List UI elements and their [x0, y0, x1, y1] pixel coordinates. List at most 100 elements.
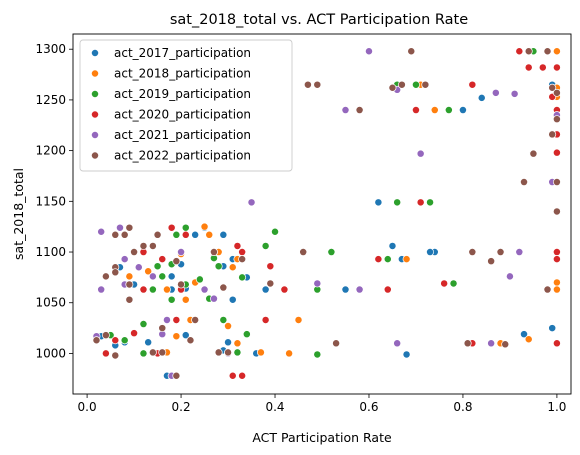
data-point [167, 272, 176, 281]
legend-marker [91, 110, 99, 119]
data-point [172, 332, 181, 341]
data-point [487, 339, 496, 348]
data-point [158, 272, 167, 281]
data-point [181, 331, 190, 340]
x-axis-label: ACT Participation Rate [252, 430, 392, 445]
data-point [125, 223, 134, 232]
data-point [153, 262, 162, 271]
data-point [327, 248, 336, 256]
data-point [426, 198, 435, 207]
legend-label: act_2018_participation [114, 67, 251, 81]
data-point [548, 324, 557, 333]
data-point [520, 178, 528, 187]
data-point [552, 63, 561, 72]
data-point [402, 255, 411, 264]
data-point [200, 285, 209, 294]
data-point [191, 230, 200, 239]
data-point [412, 106, 420, 115]
data-point [238, 255, 247, 264]
data-point [111, 351, 120, 360]
data-point [524, 47, 533, 56]
legend-marker [91, 69, 99, 78]
data-point [332, 339, 341, 348]
x-tick-label: 0.8 [453, 400, 472, 414]
data-point [195, 275, 204, 284]
data-point [120, 255, 129, 264]
data-point [496, 248, 505, 256]
series-act_2017_participation [97, 47, 561, 380]
data-point [552, 339, 561, 348]
data-point [139, 349, 148, 358]
legend-marker [91, 90, 99, 98]
data-point [402, 350, 411, 359]
data-point [191, 316, 200, 324]
data-point [144, 267, 153, 276]
x-tick-label: 0.4 [265, 400, 284, 414]
data-point [134, 263, 143, 272]
x-tick-label: 0.0 [78, 400, 97, 414]
data-point [552, 248, 561, 256]
y-tick-label: 1200 [35, 144, 66, 158]
data-point [120, 230, 129, 239]
chart-title: sat_2018_total vs. ACT Participation Rat… [170, 12, 468, 28]
data-point [552, 207, 561, 216]
data-point [552, 285, 561, 294]
data-point [214, 262, 223, 271]
data-point [543, 47, 552, 56]
y-tick-label: 1000 [35, 346, 66, 360]
data-point [524, 63, 533, 72]
data-point [543, 285, 552, 294]
data-point [458, 106, 467, 115]
data-point [158, 255, 167, 264]
data-point [101, 272, 110, 281]
data-point [163, 285, 171, 294]
data-point [224, 322, 232, 331]
data-point [477, 93, 486, 102]
data-point [412, 80, 420, 89]
series-act_2021_participation [92, 47, 561, 380]
data-point [116, 223, 124, 232]
data-point [111, 336, 120, 345]
x-tick-label: 0.6 [359, 400, 378, 414]
data-point [139, 241, 148, 250]
data-point [487, 257, 496, 266]
data-point [167, 295, 176, 304]
y-tick-label: 1050 [35, 296, 66, 310]
data-point [125, 295, 134, 304]
data-point [101, 349, 110, 358]
data-point [520, 330, 528, 339]
data-point [383, 255, 392, 264]
data-point [552, 178, 561, 187]
data-point [515, 47, 524, 56]
data-point [209, 294, 218, 303]
x-axis-ticks: 0.0 0.2 0.4 0.6 0.8 1.0 [78, 394, 566, 414]
data-point [365, 47, 373, 56]
data-point [130, 329, 139, 338]
data-point [294, 316, 303, 324]
y-tick-label: 1250 [35, 93, 66, 107]
data-point [280, 285, 289, 294]
data-point [242, 330, 251, 339]
data-point [120, 336, 129, 345]
legend-marker [91, 131, 99, 139]
data-point [313, 80, 322, 89]
data-point [416, 198, 425, 207]
data-point [552, 115, 561, 124]
data-point [172, 230, 181, 239]
data-point [388, 83, 397, 92]
data-point [463, 339, 472, 348]
data-point [341, 285, 350, 294]
data-point [200, 222, 209, 231]
legend-marker [91, 151, 99, 160]
data-point [130, 248, 139, 256]
plot-frame [72, 33, 572, 395]
legend-marker [91, 49, 99, 57]
data-point [238, 248, 247, 256]
data-point [219, 316, 228, 324]
data-point [374, 255, 383, 264]
data-points [92, 47, 561, 380]
data-point [111, 268, 120, 277]
data-point [510, 89, 519, 98]
data-point [148, 272, 157, 281]
data-point [388, 241, 397, 250]
